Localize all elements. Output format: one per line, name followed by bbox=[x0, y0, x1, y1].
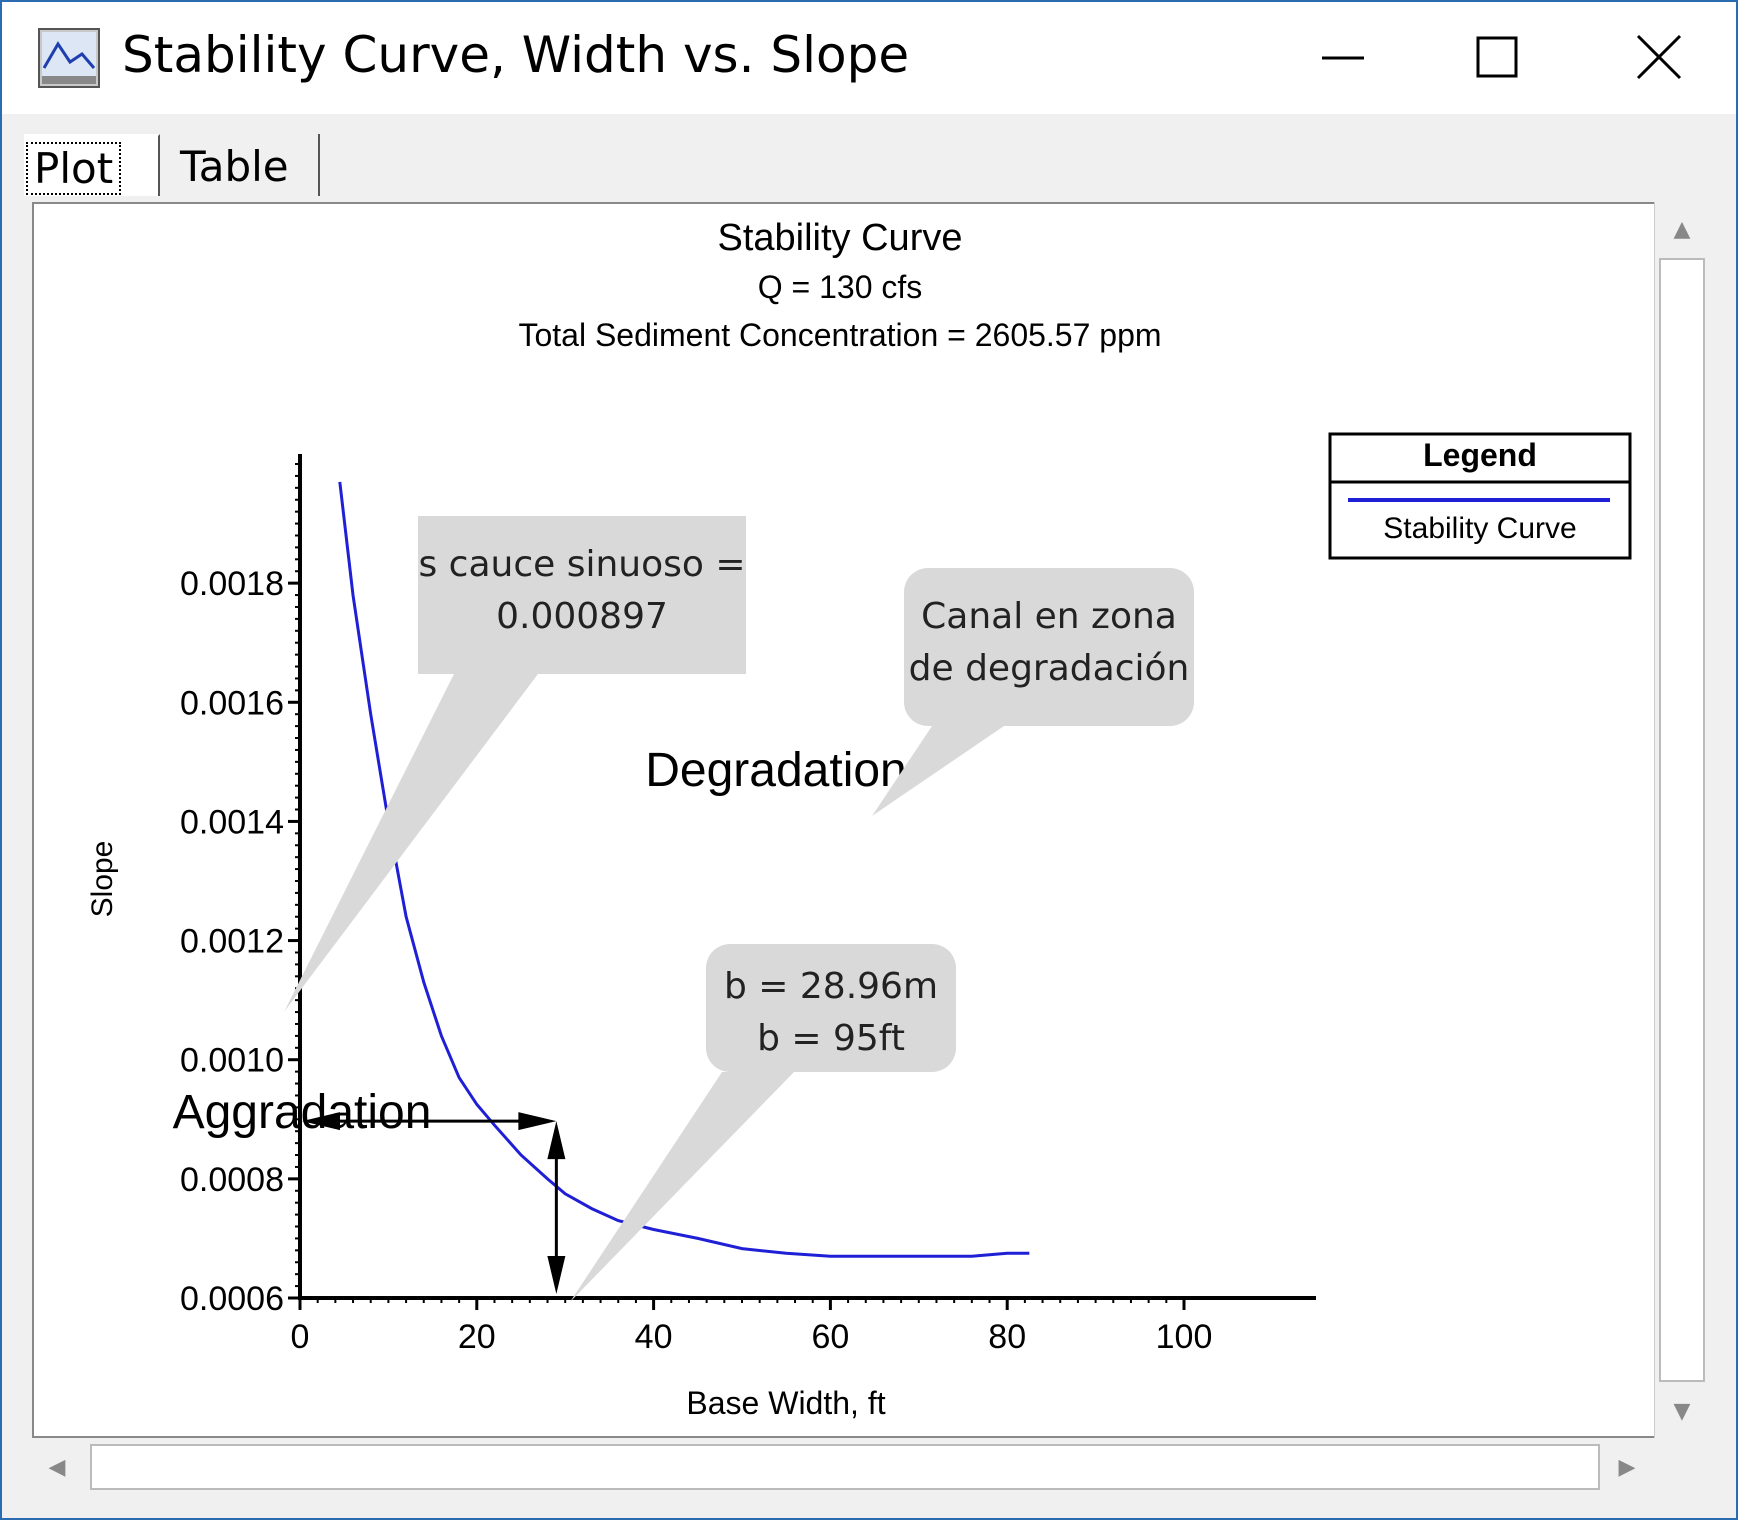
scroll-down-icon[interactable]: ▼ bbox=[1657, 1386, 1707, 1436]
chart-subtitle-1: Q = 130 cfs bbox=[758, 269, 923, 305]
y-tick-label: 0.0018 bbox=[180, 565, 284, 603]
tab-table-label: Table bbox=[180, 142, 289, 191]
region-label-degradation: Degradation bbox=[645, 744, 907, 797]
y-tick-label: 0.0016 bbox=[180, 684, 284, 722]
annotations: s cauce sinuoso = 0.000897 Canal en zona… bbox=[284, 516, 1194, 1302]
callout-slope-line2: 0.000897 bbox=[496, 596, 668, 637]
series-line-stability-curve bbox=[338, 481, 1030, 1258]
callout-degradation-bubble bbox=[872, 726, 1004, 816]
y-axis-label: Slope bbox=[86, 841, 119, 918]
legend-box: Legend Stability Curve bbox=[1328, 432, 1632, 560]
y-tick-label: 0.0012 bbox=[180, 923, 284, 961]
ticks: 0.0006 0.0008 0.0010 0.0012 0.0014 0.0016 0.00… bbox=[180, 463, 1213, 1356]
x-tick-label: 20 bbox=[458, 1318, 496, 1356]
scroll-right-icon[interactable]: ▶ bbox=[1602, 1442, 1652, 1492]
vertical-scroll-thumb[interactable] bbox=[1659, 258, 1705, 1382]
arrowhead-up bbox=[547, 1121, 566, 1160]
maximize-icon[interactable] bbox=[1438, 12, 1558, 102]
y-tick-label: 0.0010 bbox=[180, 1042, 284, 1080]
scroll-left-icon[interactable]: ◀ bbox=[32, 1442, 82, 1492]
stability-chart: Stability Curve Q = 130 cfs Total Sedime… bbox=[86, 217, 1632, 1421]
window-title: Stability Curve, Width vs. Slope bbox=[122, 26, 910, 84]
callout-degradation-line2: de degradación bbox=[909, 648, 1190, 689]
legend-title: Legend bbox=[1423, 437, 1537, 473]
close-icon[interactable] bbox=[1598, 12, 1718, 102]
tab-table[interactable]: Table bbox=[164, 134, 320, 196]
chart-subtitle-2: Total Sediment Concentration = 2605.57 p… bbox=[518, 317, 1161, 353]
x-axis-label: Base Width, ft bbox=[686, 1385, 885, 1421]
x-tick-label: 100 bbox=[1156, 1318, 1213, 1356]
chart-app-icon bbox=[38, 28, 100, 88]
chart-title: Stability Curve bbox=[718, 217, 963, 259]
horizontal-scrollbar[interactable]: ◀ ▶ bbox=[32, 1440, 1656, 1494]
title-bar[interactable]: Stability Curve, Width vs. Slope bbox=[2, 2, 1736, 114]
arrowhead-left bbox=[302, 1112, 340, 1131]
callout-width-bubble bbox=[570, 1072, 794, 1302]
x-tick-label: 0 bbox=[291, 1318, 310, 1356]
vertical-scrollbar[interactable]: ▲ ▼ bbox=[1654, 202, 1709, 1438]
y-tick-label: 0.0008 bbox=[180, 1161, 284, 1199]
callout-width-line2: b = 95ft bbox=[757, 1018, 905, 1059]
x-tick-label: 80 bbox=[988, 1318, 1026, 1356]
tab-plot-label: Plot bbox=[26, 142, 122, 195]
arrowhead-right bbox=[518, 1112, 557, 1131]
reference-arrows bbox=[302, 1112, 566, 1294]
callout-slope-box bbox=[418, 516, 746, 674]
scroll-up-icon[interactable]: ▲ bbox=[1657, 204, 1707, 254]
legend-entry: Stability Curve bbox=[1383, 512, 1576, 545]
curve-layer bbox=[338, 481, 1030, 1258]
tab-plot[interactable]: Plot bbox=[24, 134, 160, 196]
minimize-icon[interactable] bbox=[1282, 12, 1402, 102]
x-tick-label: 40 bbox=[635, 1318, 673, 1356]
y-tick-label: 0.0006 bbox=[180, 1280, 284, 1318]
region-label-aggradation: Aggradation bbox=[173, 1086, 432, 1139]
y-tick-label: 0.0014 bbox=[180, 803, 284, 841]
plot-panel: Stability Curve Q = 130 cfs Total Sedime… bbox=[32, 202, 1656, 1438]
callout-slope-line1: s cauce sinuoso = bbox=[418, 544, 745, 585]
x-tick-label: 60 bbox=[811, 1318, 849, 1356]
callout-degradation-line1: Canal en zona bbox=[921, 596, 1177, 637]
callout-width-line1: b = 28.96m bbox=[724, 966, 938, 1007]
horizontal-scroll-thumb[interactable] bbox=[90, 1444, 1600, 1490]
arrowhead-down bbox=[547, 1256, 566, 1294]
callout-width-box bbox=[706, 944, 956, 1072]
callout-degradation-box bbox=[904, 568, 1194, 726]
